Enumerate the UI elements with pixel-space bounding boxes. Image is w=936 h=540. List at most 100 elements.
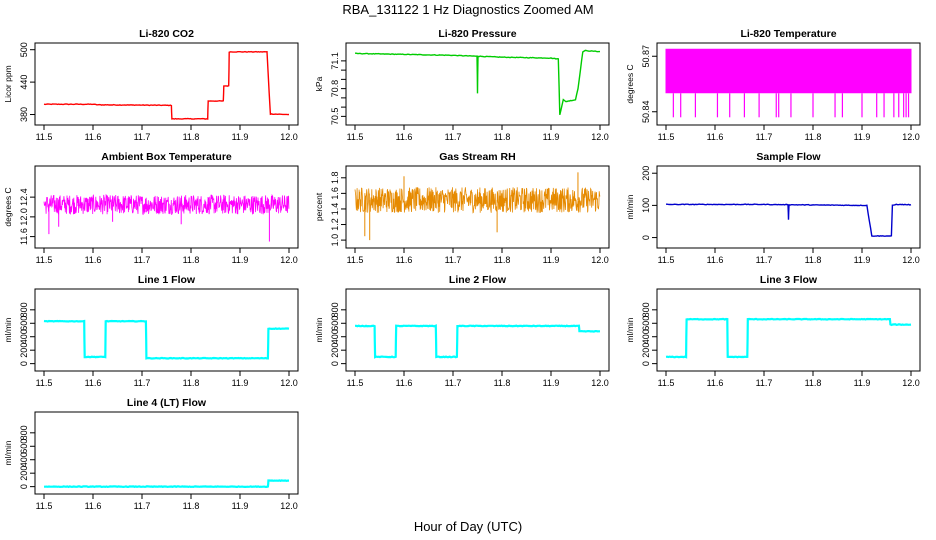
y-tick-label: 600 <box>330 316 340 331</box>
x-tick-label: 12.0 <box>902 132 920 142</box>
x-tick-label: 11.7 <box>134 501 151 511</box>
figure-title: RBA_131122 1 Hz Diagnostics Zoomed AM <box>342 2 593 17</box>
figure-x-label: Hour of Day (UTC) <box>414 519 522 534</box>
x-tick-label: 11.9 <box>854 255 871 265</box>
x-tick-label: 11.6 <box>707 378 724 388</box>
chart-title: Li-820 CO2 <box>139 28 194 40</box>
x-tick-label: 11.5 <box>36 378 53 388</box>
x-tick-label: 11.8 <box>183 255 200 265</box>
x-tick-label: 11.5 <box>347 378 364 388</box>
noise-band <box>43 193 290 216</box>
plot-frame <box>34 411 299 495</box>
x-tick-label: 11.9 <box>854 132 871 142</box>
x-tick-label: 11.5 <box>658 378 675 388</box>
x-tick-label: 11.6 <box>85 501 102 511</box>
x-tick-label: 11.7 <box>445 132 462 142</box>
chart-title: Line 3 Flow <box>760 274 818 286</box>
chart-title: Sample Flow <box>756 151 821 163</box>
temperature-band <box>665 48 912 94</box>
y-tick-label: 11.6 <box>19 228 29 245</box>
y-tick-label: 0 <box>641 235 651 240</box>
chart-panel-4: Ambient Box Temperature degrees C 11.5 11.6… <box>3 151 299 265</box>
y-tick-label: 0 <box>330 361 340 366</box>
y-tick-label: 800 <box>641 302 651 317</box>
x-tick-label: 11.5 <box>347 255 364 265</box>
plot-frame <box>345 165 610 249</box>
x-tick-label: 12.0 <box>591 132 609 142</box>
x-tick-label: 12.0 <box>280 501 298 511</box>
plot-frame <box>34 42 299 126</box>
x-tick-label: 11.7 <box>134 132 151 142</box>
x-tick-label: 11.6 <box>707 255 724 265</box>
y-tick-label: 200 <box>330 343 340 358</box>
x-tick-label: 11.6 <box>85 132 102 142</box>
chart-panel-6: Sample Flow ml/min 11.5 11.6 11.7 11.8 11.9 12.… <box>625 151 921 265</box>
y-tick-label: 1.6 <box>330 187 340 200</box>
y-axis-label: ml/min <box>3 440 13 465</box>
y-tick-label: 600 <box>19 316 29 331</box>
x-tick-label: 11.8 <box>805 378 822 388</box>
x-tick-label: 11.8 <box>805 132 822 142</box>
x-tick-label: 11.7 <box>445 255 462 265</box>
y-tick-label: 200 <box>19 466 29 481</box>
y-tick-label: 12.0 <box>19 208 29 226</box>
x-tick-label: 11.7 <box>756 132 773 142</box>
y-tick-label: 600 <box>641 316 651 331</box>
y-tick-label: 50.84 <box>641 100 651 123</box>
y-tick-label: 71.1 <box>330 52 340 70</box>
chart-panel-8: Line 2 Flow ml/min 11.5 11.6 11.7 11.8 11.9 12.… <box>314 274 610 388</box>
chart-title: Line 4 (LT) Flow <box>127 397 207 409</box>
y-axis-label: degrees C <box>625 64 635 103</box>
series-flow <box>666 203 912 237</box>
chart-title: Li-820 Temperature <box>740 28 836 40</box>
y-tick-label: 200 <box>641 166 651 181</box>
chart-panel-10: Line 4 (LT) Flow ml/min 11.5 11.6 11.7 11.8 11… <box>3 397 299 511</box>
plot-frame <box>345 42 610 126</box>
data-layer <box>665 48 912 118</box>
y-tick-label: 1.2 <box>330 218 340 231</box>
x-tick-label: 11.5 <box>36 255 53 265</box>
x-tick-label: 11.7 <box>134 378 151 388</box>
x-tick-label: 11.9 <box>543 132 560 142</box>
y-tick-label: 0 <box>19 361 29 366</box>
data-layer <box>43 319 290 360</box>
y-axis-label: Licor ppm <box>3 65 13 102</box>
data-layer <box>354 172 601 241</box>
plot-frame <box>656 42 921 126</box>
series-co2 <box>43 50 290 120</box>
chart-title: Line 1 Flow <box>138 274 196 286</box>
series-l4 <box>44 479 289 489</box>
y-tick-label: 400 <box>19 452 29 467</box>
chart-panel-3: Li-820 Temperature degrees C 11.5 11.6 11.7 1… <box>625 28 921 142</box>
x-tick-label: 11.7 <box>445 378 462 388</box>
y-tick-label: 100 <box>641 198 651 213</box>
x-tick-label: 11.9 <box>854 378 871 388</box>
plot-frame <box>656 288 921 372</box>
series-l1 <box>43 319 290 360</box>
y-tick-label: 70.5 <box>330 108 340 126</box>
x-tick-label: 11.9 <box>543 255 560 265</box>
y-axis-label: percent <box>314 192 324 221</box>
chart-title: Line 2 Flow <box>449 274 507 286</box>
y-tick-label: 800 <box>330 302 340 317</box>
series-l3 <box>665 317 912 359</box>
chart-panel-7: Line 1 Flow ml/min 11.5 11.6 11.7 11.8 11.9 12.… <box>3 274 299 388</box>
chart-panel-1: Li-820 CO2 Licor ppm 11.5 11.6 11.7 11.8 11.9 1… <box>3 28 299 142</box>
x-tick-label: 12.0 <box>591 378 609 388</box>
x-tick-label: 11.6 <box>396 132 413 142</box>
y-tick-label: 0 <box>19 484 29 489</box>
data-layer <box>355 324 600 359</box>
x-tick-label: 12.0 <box>902 255 920 265</box>
y-tick-label: 200 <box>641 343 651 358</box>
y-tick-label: 380 <box>19 107 29 122</box>
chart-title: Gas Stream RH <box>439 151 515 163</box>
x-tick-label: 11.5 <box>36 132 53 142</box>
x-tick-label: 11.8 <box>494 132 511 142</box>
x-tick-label: 12.0 <box>902 378 920 388</box>
x-tick-label: 11.5 <box>658 132 675 142</box>
x-tick-label: 11.8 <box>183 501 200 511</box>
x-tick-label: 11.9 <box>232 255 249 265</box>
y-tick-label: 50.87 <box>641 45 651 68</box>
x-tick-label: 11.7 <box>756 378 773 388</box>
y-tick-label: 800 <box>19 425 29 440</box>
